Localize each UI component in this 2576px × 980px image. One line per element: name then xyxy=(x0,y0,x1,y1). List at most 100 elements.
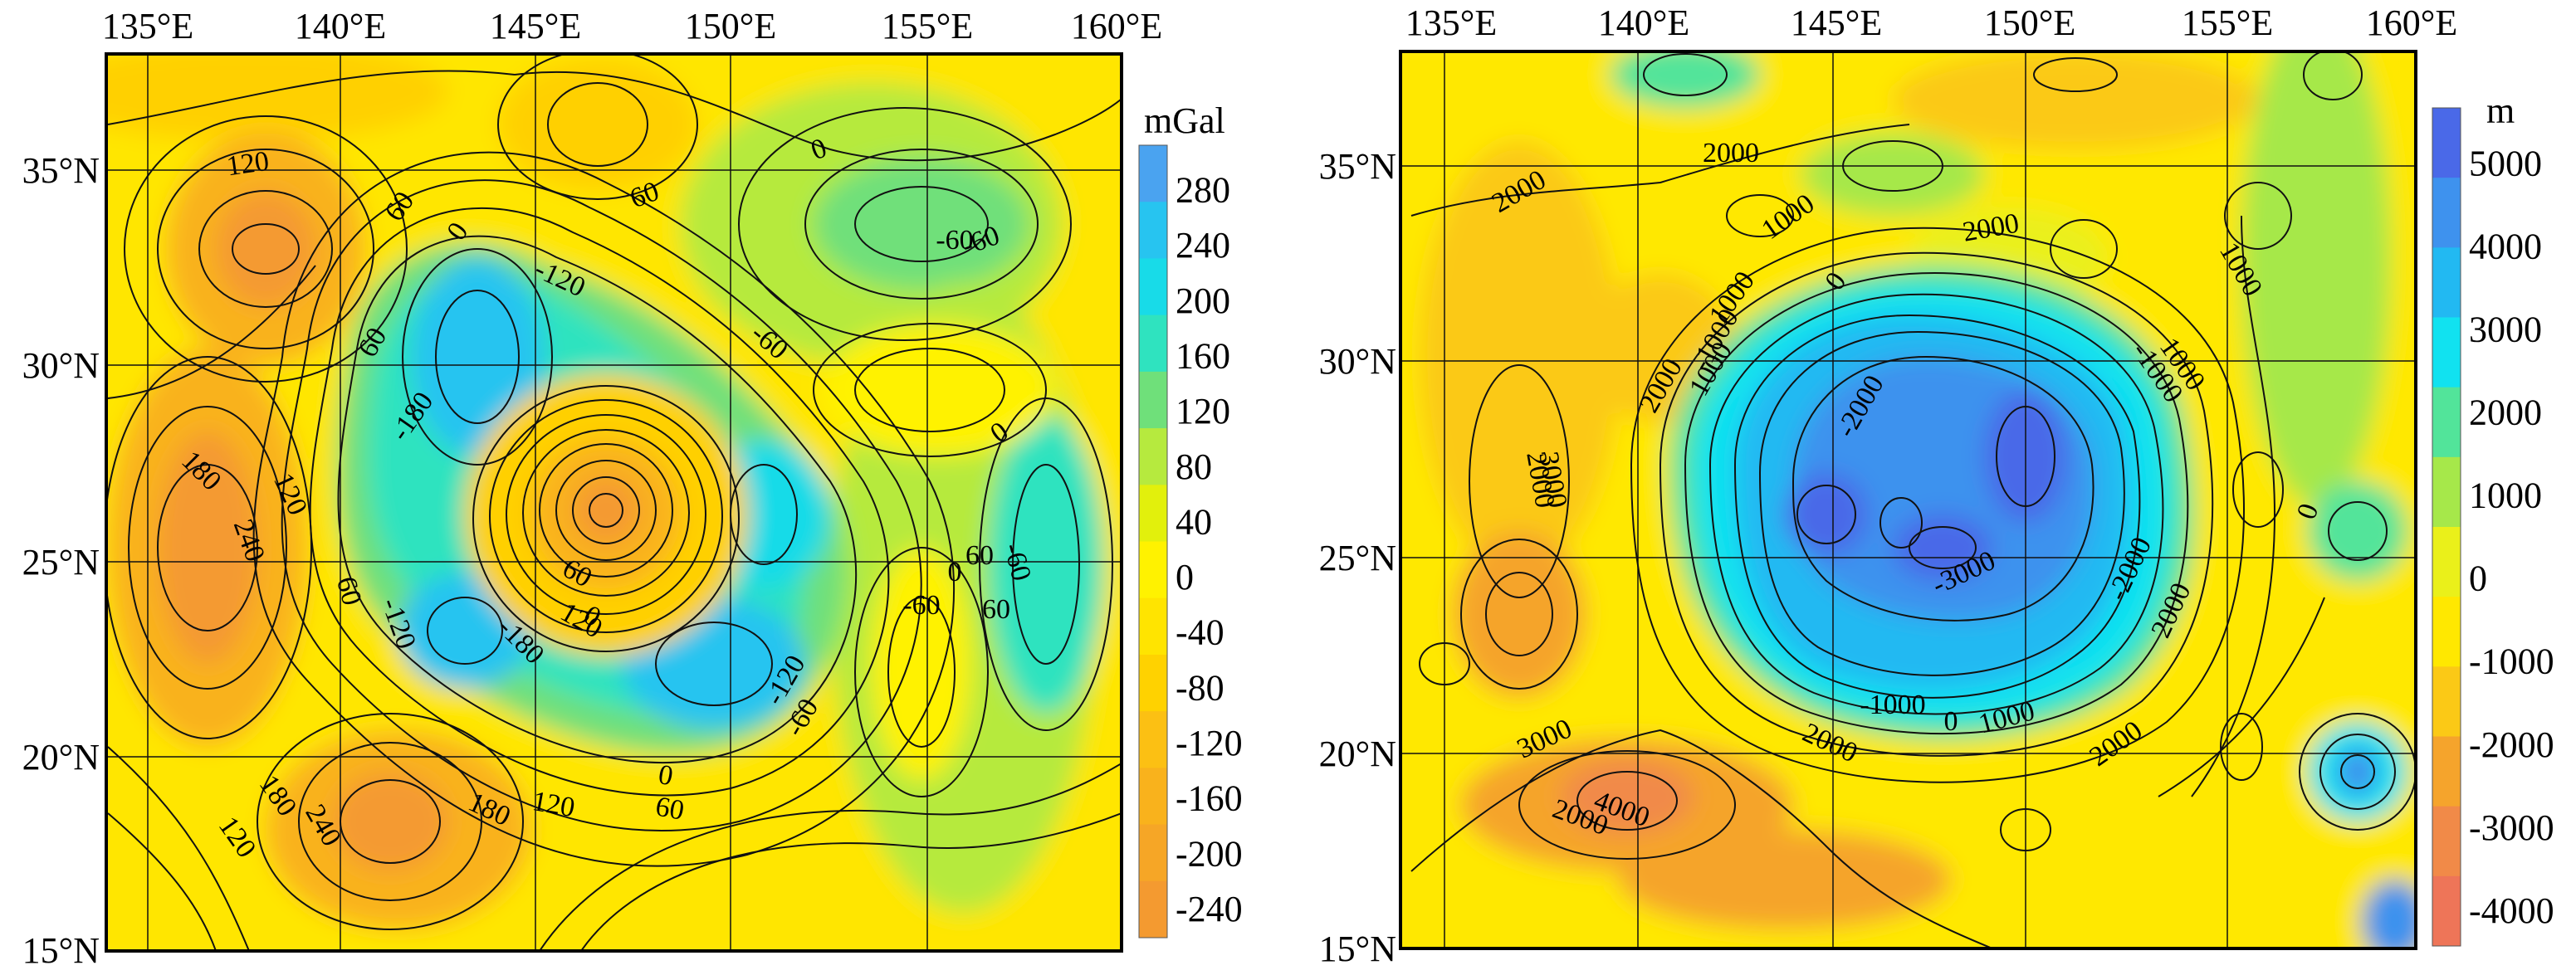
gravity-colorbar-swatches xyxy=(1138,144,1168,939)
colorbar-tick-label: -4000 xyxy=(2469,890,2554,931)
x-tick-label: 150°E xyxy=(685,6,776,46)
x-tick-label: 140°E xyxy=(1598,2,1689,43)
colorbar-swatch xyxy=(2432,806,2461,877)
colorbar-tick-label: -2000 xyxy=(2469,724,2554,765)
colorbar-swatch xyxy=(1139,880,1167,939)
colorbar-swatch xyxy=(2432,317,2461,388)
gravity-map-frame xyxy=(105,52,1123,953)
colorbar-swatch xyxy=(1139,202,1167,259)
contour-label: 0 xyxy=(656,759,675,792)
topography-y-axis: 35°N 30°N 25°N 20°N 15°N xyxy=(1319,146,1396,969)
colorbar-tick-label: 1000 xyxy=(2469,475,2542,516)
colorbar-tick-label: -1000 xyxy=(2469,641,2554,682)
colorbar-tick-label: -80 xyxy=(1176,667,1224,708)
colorbar-swatch xyxy=(1139,711,1167,768)
y-tick-label: 25°N xyxy=(1319,538,1396,578)
colorbar-tick-label: -160 xyxy=(1176,778,1243,819)
topography-x-axis: 135°E 140°E 145°E 150°E 155°E 160°E xyxy=(1405,2,2457,43)
colorbar-swatch xyxy=(2432,527,2461,597)
colorbar-swatch xyxy=(1139,258,1167,316)
colorbar-tick-label: 3000 xyxy=(2469,309,2542,349)
y-tick-label: 20°N xyxy=(22,737,100,778)
x-tick-label: 160°E xyxy=(1071,6,1162,46)
contour-label: -60 xyxy=(902,590,940,621)
contour-label: 60 xyxy=(965,540,994,571)
colorbar-tick-label: 240 xyxy=(1176,225,1230,266)
colorbar-tick-label: -3000 xyxy=(2469,807,2554,848)
gravity-colorbar-labels: 280 240 200 160 120 80 40 0 -40 -80 -120 -160 -200 -2… xyxy=(1176,170,1243,929)
topography-colorbar-swatches xyxy=(2432,107,2461,947)
x-tick-label: 145°E xyxy=(1791,2,1882,43)
colorbar-swatch xyxy=(1139,768,1167,826)
colorbar-swatch xyxy=(2432,597,2461,667)
y-tick-label: 15°N xyxy=(22,930,100,971)
colorbar-swatch xyxy=(1139,541,1167,599)
x-tick-label: 150°E xyxy=(1984,2,2075,43)
contour-label: 120 xyxy=(530,786,577,823)
x-tick-label: 155°E xyxy=(2182,2,2273,43)
colorbar-tick-label: 120 xyxy=(1176,391,1230,431)
colorbar-swatch xyxy=(2432,108,2461,178)
gravity-colorbar-unit: mGal xyxy=(1144,100,1225,141)
y-tick-label: 35°N xyxy=(22,150,100,191)
y-tick-label: 15°N xyxy=(1319,929,1396,969)
topography-map-frame xyxy=(1399,50,2417,950)
y-tick-label: 25°N xyxy=(22,542,100,583)
gravity-contours xyxy=(106,54,1122,951)
colorbar-swatch xyxy=(1139,428,1167,485)
x-tick-label: 140°E xyxy=(295,6,386,46)
y-tick-label: 35°N xyxy=(1319,146,1396,187)
colorbar-tick-label: 0 xyxy=(1176,557,1194,597)
contour-label: 60 xyxy=(982,594,1010,625)
topography-colorbar-unit: m xyxy=(2486,90,2515,131)
colorbar-swatch xyxy=(1139,314,1167,373)
colorbar-swatch xyxy=(1139,485,1167,542)
colorbar-tick-label: 160 xyxy=(1176,335,1230,376)
colorbar-swatch xyxy=(2432,178,2461,248)
colorbar-tick-label: -120 xyxy=(1176,723,1243,763)
x-tick-label: 135°E xyxy=(1405,2,1497,43)
gravity-anomaly-field xyxy=(106,54,1122,951)
contour-label: 60 xyxy=(653,791,687,826)
colorbar-tick-label: 280 xyxy=(1176,170,1230,211)
y-tick-label: 20°N xyxy=(1319,734,1396,774)
colorbar-swatch xyxy=(1139,654,1167,712)
colorbar-swatch xyxy=(2432,387,2461,458)
x-tick-label: 160°E xyxy=(2366,2,2457,43)
colorbar-tick-label: 2000 xyxy=(2469,392,2542,433)
colorbar-swatch xyxy=(1139,597,1167,656)
contour-label: -60 xyxy=(936,225,973,256)
colorbar-tick-label: 40 xyxy=(1176,501,1212,542)
colorbar-swatch xyxy=(2432,736,2461,807)
colorbar-swatch xyxy=(2432,875,2461,947)
colorbar-swatch xyxy=(2432,456,2461,528)
colorbar-tick-label: 0 xyxy=(2469,558,2487,599)
x-tick-label: 135°E xyxy=(102,6,193,46)
contour-label: 0 xyxy=(1944,706,1958,737)
topography-colorbar: m 5000 4000 3000 2000 1000 0 -1000 -2000 -3000 -4… xyxy=(2432,90,2554,947)
gravity-x-axis: 135°E 140°E 145°E 150°E 155°E 160°E xyxy=(102,6,1162,46)
colorbar-tick-label: 4000 xyxy=(2469,226,2542,266)
colorbar-tick-label: -40 xyxy=(1176,612,1224,653)
x-tick-label: 145°E xyxy=(490,6,581,46)
topography-contours xyxy=(1410,51,2416,948)
colorbar-tick-label: -200 xyxy=(1176,833,1243,874)
gravity-y-axis: 35°N 30°N 25°N 20°N 15°N xyxy=(22,150,100,971)
contour-label: 120 xyxy=(225,146,271,183)
colorbar-tick-label: 5000 xyxy=(2469,143,2542,183)
colorbar-tick-label: 200 xyxy=(1176,280,1230,321)
colorbar-tick-label: -240 xyxy=(1176,889,1243,929)
y-tick-label: 30°N xyxy=(1319,341,1396,382)
colorbar-swatch xyxy=(2432,666,2461,737)
contour-label: 2000 xyxy=(1703,138,1759,168)
y-tick-label: 30°N xyxy=(22,345,100,386)
x-tick-label: 155°E xyxy=(882,6,973,46)
contour-label: 0 xyxy=(948,557,962,588)
colorbar-swatch xyxy=(2432,247,2461,318)
topography-colorbar-labels: 5000 4000 3000 2000 1000 0 -1000 -2000 -3000 -400… xyxy=(2469,143,2554,931)
contour-label: -1000 xyxy=(1860,690,1925,720)
colorbar-swatch xyxy=(1139,145,1167,202)
